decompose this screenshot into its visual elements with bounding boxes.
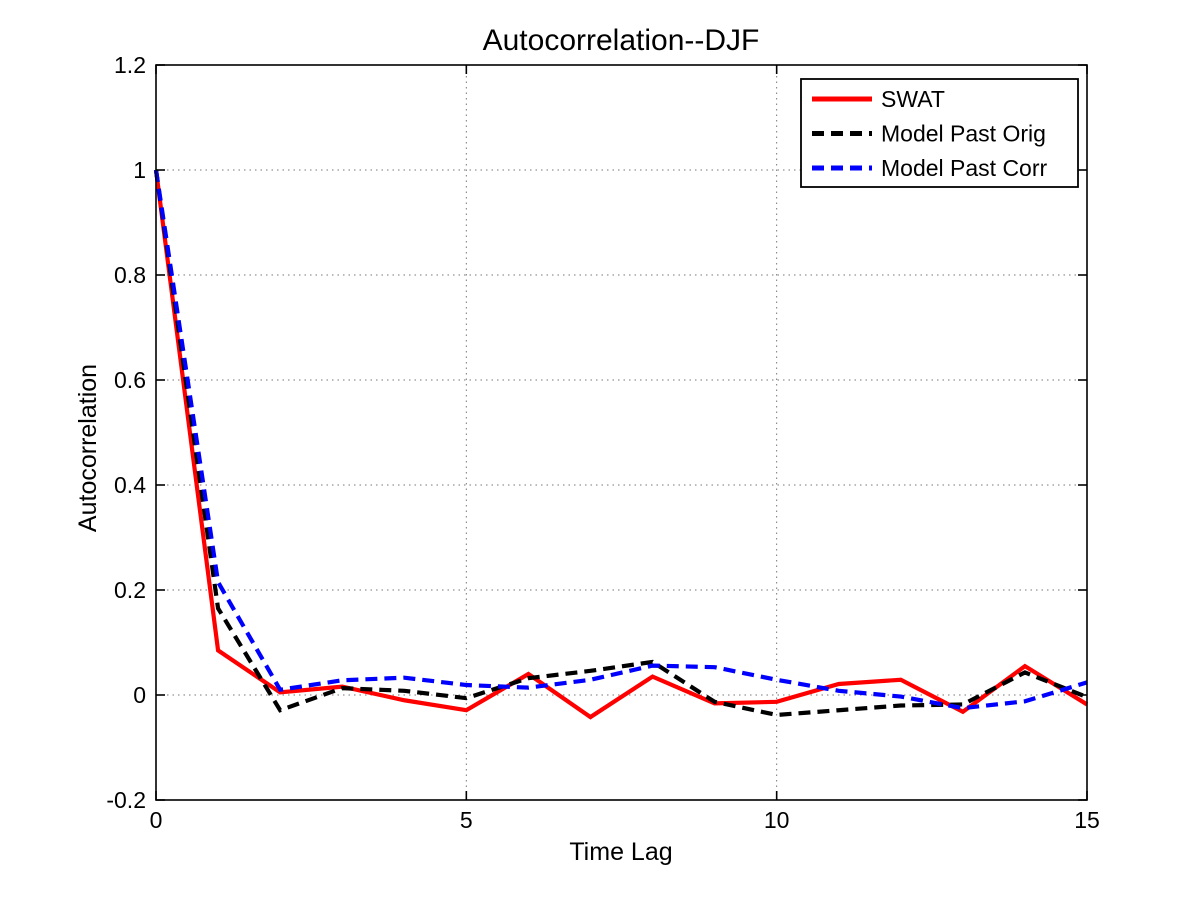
plot-area-border (155, 64, 1088, 801)
tick-marks (155, 64, 1088, 801)
y-tick-label: 0.6 (114, 367, 146, 393)
y-tick-label: -0.2 (106, 787, 146, 813)
x-tick-label: 0 (150, 807, 163, 833)
y-tick-label: 0.4 (114, 472, 146, 498)
chart-title: Autocorrelation--DJF (483, 24, 760, 57)
series-lines (153, 169, 1089, 720)
legend-items: SWAT Model Past Orig Model Past Corr (812, 86, 1048, 181)
series-line-model-past-corr (153, 169, 1088, 711)
legend-label-model-past-corr: Model Past Corr (881, 155, 1048, 181)
x-tick-label: 5 (460, 807, 473, 833)
legend: SWAT Model Past Orig Model Past Corr (800, 78, 1079, 188)
x-axis-label: Time Lag (569, 838, 672, 866)
series-line-swat (153, 169, 1089, 720)
x-tick-label: 15 (1074, 807, 1100, 833)
y-tick-label: 0 (133, 682, 146, 708)
y-tick-label: 0.8 (114, 262, 146, 288)
series-line-model-past-orig (153, 169, 1088, 718)
tick-labels: 0 5 10 15-0.200.20.40.60.811.2 (106, 52, 1099, 833)
legend-label-swat: SWAT (881, 86, 945, 112)
y-tick-label: 0.2 (114, 577, 146, 603)
y-tick-label: 1.2 (114, 52, 146, 78)
legend-label-model-past-orig: Model Past Orig (881, 121, 1046, 147)
x-tick-label: 10 (764, 807, 790, 833)
y-tick-label: 1 (133, 157, 146, 183)
y-axis-label: Autocorrelation (74, 364, 102, 532)
